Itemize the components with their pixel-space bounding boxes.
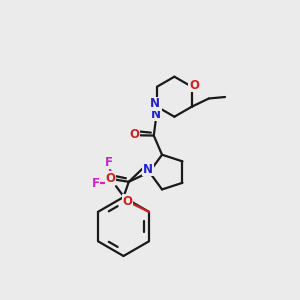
Text: O: O [106, 172, 116, 185]
Text: F: F [105, 156, 113, 169]
Text: O: O [130, 128, 140, 141]
Text: N: N [150, 97, 160, 110]
Text: N: N [151, 108, 161, 121]
Text: N: N [143, 163, 153, 176]
Text: O: O [189, 79, 199, 92]
Text: F: F [92, 177, 99, 190]
Text: O: O [123, 195, 133, 208]
